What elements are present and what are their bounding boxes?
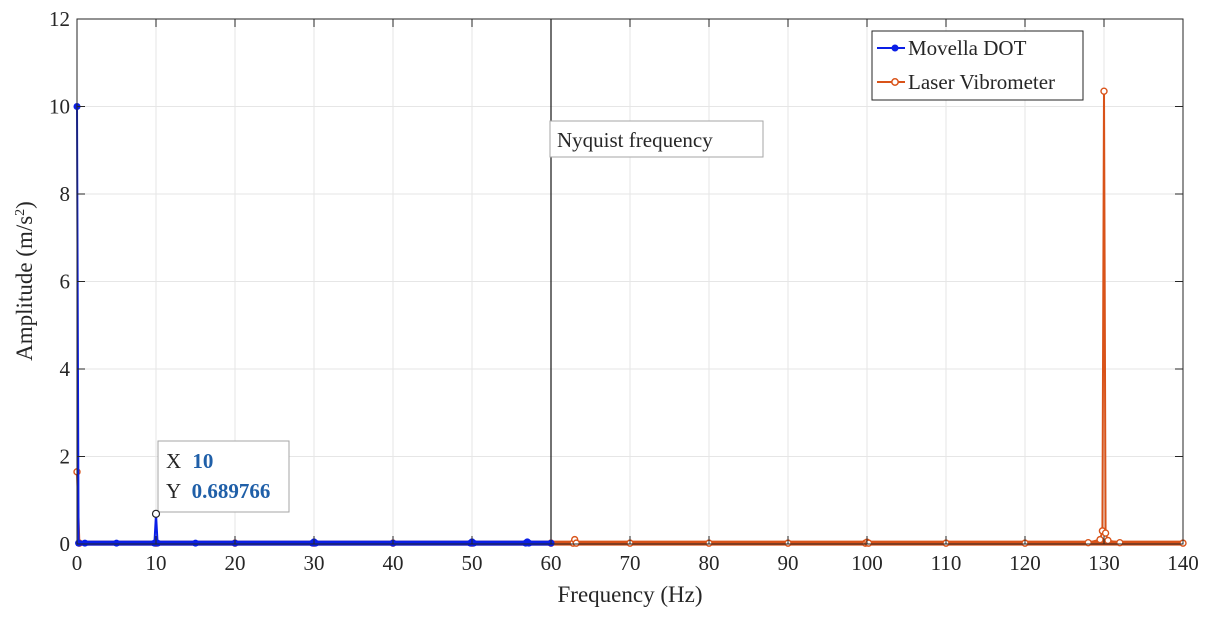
data-point-movella [470, 539, 478, 547]
datatip-y-value: 0.689766 [192, 479, 271, 503]
y-tick-label: 2 [60, 445, 71, 469]
y-axis-title: Amplitude (m/s2) [12, 201, 37, 361]
data-point-movella [113, 539, 120, 547]
y-tick-label: 6 [60, 270, 71, 294]
datatip-y-label: Y [166, 479, 181, 503]
y-tick-label: 12 [49, 7, 70, 31]
legend-marker-laser [891, 78, 899, 86]
x-tick-label: 50 [462, 551, 483, 575]
x-tick-label: 120 [1009, 551, 1041, 575]
data-point-laser [1116, 538, 1124, 547]
nyquist-annotation-box [549, 120, 764, 158]
data-point-laser [1101, 529, 1110, 537]
x-tick-label: 140 [1167, 551, 1199, 575]
y-axis-title-sup: 2 [13, 209, 28, 216]
data-point-laser [1104, 536, 1112, 545]
x-tick-label: 90 [778, 551, 799, 575]
datatip-x-value: 10 [192, 449, 213, 473]
y-axis-title-tail: ) [12, 201, 37, 209]
data-point-movella [525, 539, 533, 547]
data-point-laser [1096, 535, 1104, 544]
data-point-laser [572, 539, 580, 547]
y-tick-label: 10 [49, 95, 70, 119]
datatip-marker [151, 509, 161, 518]
x-tick-label: 70 [620, 551, 641, 575]
legend-marker-movella [891, 44, 899, 52]
legend-box [871, 30, 1084, 101]
data-point-movella [312, 539, 320, 547]
x-tick-label: 40 [383, 551, 404, 575]
datatip[interactable]: X 10 Y 0.689766 [151, 440, 290, 518]
legend-label-movella: Movella DOT [908, 36, 1027, 60]
x-axis-title: Frequency (Hz) [558, 582, 703, 607]
x-tick-label: 110 [931, 551, 962, 575]
data-point-laser [1100, 87, 1108, 95]
axes: 0 10 20 30 40 50 60 70 80 90 100 110 120 130 140 0 2 4 6 8 1… [49, 7, 1199, 575]
x-tick-label: 100 [851, 551, 883, 575]
x-tick-label: 0 [72, 551, 83, 575]
x-tick-label: 130 [1088, 551, 1120, 575]
data-point-movella [81, 539, 89, 547]
data-point-laser [864, 539, 873, 547]
datatip-x-label: X [166, 449, 181, 473]
data-point-laser [1084, 538, 1092, 547]
y-tick-label: 4 [60, 357, 71, 381]
legend-label-laser: Laser Vibrometer [908, 70, 1055, 94]
x-tick-label: 80 [699, 551, 720, 575]
x-tick-label: 60 [541, 551, 562, 575]
datatip-x-row: X 10 [166, 449, 213, 473]
nyquist-annotation-text: Nyquist frequency [557, 128, 713, 152]
data-point-movella [192, 539, 199, 547]
y-axis-title-main: Amplitude (m/s [12, 216, 37, 361]
legend[interactable]: Movella DOT Laser Vibrometer [871, 30, 1084, 101]
x-tick-label: 30 [304, 551, 325, 575]
y-tick-label: 0 [60, 532, 71, 556]
datatip-box [157, 440, 290, 513]
data-point-movella [154, 539, 162, 547]
x-tick-label: 10 [146, 551, 167, 575]
x-tick-label: 20 [225, 551, 246, 575]
y-tick-label: 8 [60, 182, 71, 206]
datatip-y-row: Y 0.689766 [166, 479, 270, 503]
data-point-movella [75, 539, 83, 547]
nyquist-annotation: Nyquist frequency [549, 120, 764, 158]
